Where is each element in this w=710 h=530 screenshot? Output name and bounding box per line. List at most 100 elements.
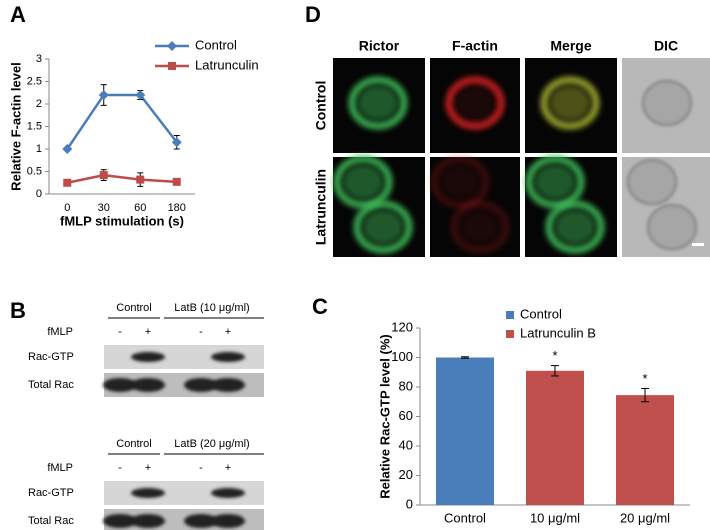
cell-core (555, 210, 595, 244)
x-tick-label: 10 μg/ml (530, 510, 580, 525)
y-tick-label: 0.5 (27, 165, 42, 177)
lane-label: + (225, 462, 231, 474)
y-tick-label: 1 (36, 143, 42, 155)
lane-label: - (199, 326, 203, 338)
legend-marker (168, 62, 176, 70)
marker (135, 90, 146, 100)
lane-label: - (199, 462, 203, 474)
blot-band (211, 352, 245, 362)
column-header: Rictor (359, 38, 400, 54)
cell (540, 76, 600, 130)
y-tick-label: 120 (391, 319, 413, 334)
panel-label: A (10, 2, 26, 27)
y-tick-label: 40 (399, 437, 413, 452)
bar (526, 370, 584, 505)
cell (430, 155, 490, 209)
legend-marker (167, 41, 177, 51)
group-label: Control (116, 438, 151, 450)
marker (172, 177, 181, 186)
x-tick-label: 30 (98, 202, 110, 214)
cell-core (535, 165, 575, 199)
blot-band (131, 352, 165, 362)
legend-label: Control (520, 306, 562, 321)
cell-core (550, 86, 590, 120)
marker (63, 178, 72, 187)
marker (98, 90, 109, 100)
cell-dic (642, 80, 692, 126)
blot-band (184, 514, 218, 528)
group-label: LatB (10 μg/ml) (174, 302, 249, 314)
cell-core (363, 210, 403, 244)
y-tick-label: 1.5 (27, 120, 42, 132)
y-tick-label: 0 (406, 496, 413, 511)
legend-swatch (506, 311, 514, 319)
data-line (66, 93, 178, 150)
legend-swatch (506, 330, 514, 338)
y-tick-label: 3 (36, 53, 42, 65)
column-header: DIC (654, 38, 678, 54)
blot-band (211, 378, 245, 392)
lane-label: - (118, 326, 122, 338)
panel-label: D (305, 2, 321, 27)
cell (445, 76, 505, 130)
row-label: Rac-GTP (28, 487, 74, 499)
row-label: Total Rac (28, 379, 74, 391)
scale-bar (692, 243, 704, 246)
row-header: Latrunculin (313, 169, 329, 245)
cell (353, 200, 413, 254)
blot-band (103, 378, 137, 392)
blot-band (131, 514, 165, 528)
cell (545, 200, 605, 254)
group-label: Control (116, 302, 151, 314)
panel-label: B (10, 298, 26, 323)
y-tick-label: 80 (399, 378, 413, 393)
y-tick-label: 60 (399, 408, 413, 423)
cell-dic (647, 204, 697, 250)
x-tick-label: 0 (64, 202, 70, 214)
data-line (66, 173, 177, 184)
lane-label: + (225, 326, 231, 338)
x-tick-label: Control (444, 510, 486, 525)
lane-label: + (145, 462, 151, 474)
significance: * (552, 348, 557, 363)
treatment-label: fMLP (47, 326, 73, 338)
bar (616, 395, 674, 505)
significance: * (642, 371, 647, 386)
x-axis-label: fMLP stimulation (s) (60, 213, 184, 228)
group-label: LatB (20 μg/ml) (174, 438, 249, 450)
blot-band (211, 488, 245, 498)
blot-band (131, 488, 165, 498)
cell-core (440, 165, 480, 199)
panel-label: C (312, 294, 328, 319)
cell-core (343, 165, 383, 199)
cell (348, 76, 408, 130)
cell (525, 155, 585, 209)
lane-label: + (145, 326, 151, 338)
marker (99, 171, 108, 180)
column-header: Merge (550, 38, 591, 54)
y-axis-label: Relative Rac-GTP level (%) (377, 334, 392, 499)
y-tick-label: 20 (399, 467, 413, 482)
y-tick-label: 100 (391, 349, 413, 364)
blot-band (211, 514, 245, 528)
legend-label: Latrunculin (195, 57, 259, 72)
y-tick-label: 2 (36, 98, 42, 110)
blot-band (103, 514, 137, 528)
cell-core (358, 86, 398, 120)
blot-band (131, 378, 165, 392)
y-axis-label: Relative F-actin level (8, 62, 23, 191)
column-header: F-actin (452, 38, 498, 54)
y-tick-label: 0 (36, 188, 42, 200)
treatment-label: fMLP (47, 462, 73, 474)
marker (171, 137, 182, 148)
cell-core (455, 86, 495, 120)
blot-band (184, 378, 218, 392)
legend-label: Latrunculin B (520, 325, 596, 340)
row-header: Control (313, 81, 329, 131)
x-tick-label: 180 (168, 202, 186, 214)
cell-core (460, 210, 500, 244)
cell (450, 200, 510, 254)
bar (436, 357, 494, 505)
